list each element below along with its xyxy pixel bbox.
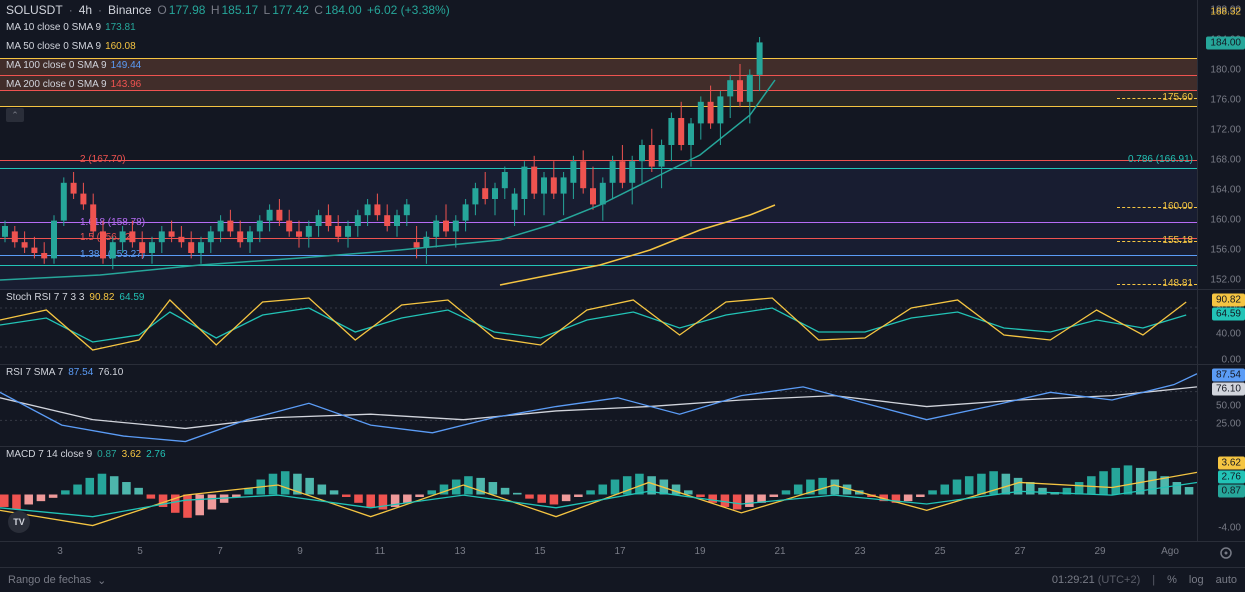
x-tick: 13 (454, 546, 465, 557)
stoch-header: Stoch RSI 7 7 3 3 90.82 64.59 (6, 292, 144, 303)
time-axis[interactable]: 3 5 7 9 11 13 15 17 19 21 23 25 27 29 Ago (0, 542, 1245, 567)
price-pane[interactable]: SOLUSDT · 4h · Binance O177.98 H185.17 L… (0, 0, 1245, 290)
chevron-down-icon: ⌄ (97, 574, 106, 587)
y-tick: 0.00 (1222, 355, 1241, 366)
stoch-rsi-pane[interactable]: Stoch RSI 7 7 3 3 90.82 64.59 80.0040.00… (0, 290, 1245, 365)
y-tick: 50.00 (1216, 401, 1241, 412)
y-tick: 156.00 (1210, 245, 1241, 256)
ohlc: O177.98 H185.17 L177.42 C184.00 +6.02 (+… (157, 3, 451, 17)
indicator-badge: 0.87 (1218, 485, 1245, 498)
macd-hist-value: 0.87 (97, 449, 116, 460)
price-y-axis[interactable]: 188.00184.00180.00176.00172.00168.00164.… (1197, 0, 1245, 289)
indicator-badge: 87.54 (1212, 369, 1245, 382)
rsi-chart (0, 365, 1197, 447)
y-tick: 152.00 (1210, 275, 1241, 286)
gear-icon[interactable] (1219, 546, 1233, 560)
log-toggle[interactable]: log (1189, 574, 1204, 586)
x-tick: 25 (934, 546, 945, 557)
clock[interactable]: 01:29:21 (UTC+2) (1052, 574, 1140, 586)
rsi-value: 87.54 (68, 367, 93, 378)
stoch-d-value: 64.59 (119, 292, 144, 303)
symbol[interactable]: SOLUSDT (6, 3, 63, 17)
collapse-button[interactable]: ⌃ (6, 108, 24, 122)
price-chart (0, 0, 1197, 290)
macd-pane[interactable]: MACD 7 14 close 9 0.87 3.62 2.76 TV 4.00… (0, 447, 1245, 542)
x-tick: 19 (694, 546, 705, 557)
macd-line-value: 3.62 (122, 449, 141, 460)
stoch-k-value: 90.82 (89, 292, 114, 303)
stoch-chart (0, 290, 1197, 365)
footer-bar: Rango de fechas ⌄ 01:29:21 (UTC+2) | % l… (0, 567, 1245, 592)
ma-indicator-row[interactable]: MA 50 close 0 SMA 9160.08 (6, 41, 136, 52)
y-tick: 168.00 (1210, 155, 1241, 166)
rsi-y-axis[interactable]: 75.0050.0025.0087.5476.10 (1197, 365, 1245, 446)
macd-label: MACD 7 14 close 9 (6, 449, 92, 460)
y-tick: 25.00 (1216, 419, 1241, 430)
x-tick: 9 (297, 546, 303, 557)
rsi-pane[interactable]: RSI 7 SMA 7 87.54 76.10 75.0050.0025.008… (0, 365, 1245, 447)
x-tick: 5 (137, 546, 143, 557)
rsi-header: RSI 7 SMA 7 87.54 76.10 (6, 367, 123, 378)
ma-indicator-row[interactable]: MA 100 close 0 SMA 9149.44 (6, 60, 141, 71)
percent-toggle[interactable]: % (1167, 574, 1177, 586)
x-tick: 17 (614, 546, 625, 557)
y-tick: 160.00 (1210, 215, 1241, 226)
y-tick: 172.00 (1210, 125, 1241, 136)
x-tick: 27 (1014, 546, 1025, 557)
x-tick: 23 (854, 546, 865, 557)
x-tick: Ago (1161, 546, 1179, 557)
rsi-label: RSI 7 SMA 7 (6, 367, 63, 378)
date-range-button[interactable]: Rango de fechas ⌄ (8, 574, 106, 587)
macd-y-axis[interactable]: 4.000.00-4.003.622.760.87 (1197, 447, 1245, 541)
stoch-label: Stoch RSI 7 7 3 3 (6, 292, 84, 303)
x-tick: 21 (774, 546, 785, 557)
x-tick: 3 (57, 546, 63, 557)
y-tick: 180.00 (1210, 65, 1241, 76)
y-tick: -4.00 (1218, 522, 1241, 533)
tradingview-logo[interactable]: TV (8, 511, 30, 533)
interval[interactable]: 4h (79, 3, 92, 17)
x-tick: 15 (534, 546, 545, 557)
macd-signal-value: 2.76 (146, 449, 165, 460)
ma-indicator-row[interactable]: MA 10 close 0 SMA 9173.81 (6, 22, 136, 33)
alert-price: 188.32 (1210, 7, 1241, 18)
auto-toggle[interactable]: auto (1216, 574, 1237, 586)
symbol-header: SOLUSDT · 4h · Binance O177.98 H185.17 L… (6, 3, 452, 17)
current-price-badge: 184.00 (1206, 37, 1245, 50)
indicator-badge: 3.62 (1218, 457, 1245, 470)
indicator-badge: 64.59 (1212, 308, 1245, 321)
y-tick: 176.00 (1210, 95, 1241, 106)
indicator-badge: 2.76 (1218, 471, 1245, 484)
exchange[interactable]: Binance (108, 3, 151, 17)
x-tick: 11 (375, 546, 385, 557)
y-tick: 164.00 (1210, 185, 1241, 196)
x-tick: 29 (1094, 546, 1105, 557)
indicator-badge: 90.82 (1212, 294, 1245, 307)
indicator-badge: 76.10 (1212, 383, 1245, 396)
macd-chart (0, 447, 1197, 542)
chart-container: SOLUSDT · 4h · Binance O177.98 H185.17 L… (0, 0, 1245, 592)
macd-header: MACD 7 14 close 9 0.87 3.62 2.76 (6, 449, 166, 460)
ma-indicator-row[interactable]: MA 200 close 0 SMA 9143.96 (6, 79, 141, 90)
x-tick: 7 (217, 546, 223, 557)
rsi-sma-value: 76.10 (98, 367, 123, 378)
stoch-y-axis[interactable]: 80.0040.000.0090.8264.59 (1197, 290, 1245, 364)
y-tick: 40.00 (1216, 329, 1241, 340)
date-range-label: Rango de fechas (8, 574, 91, 586)
